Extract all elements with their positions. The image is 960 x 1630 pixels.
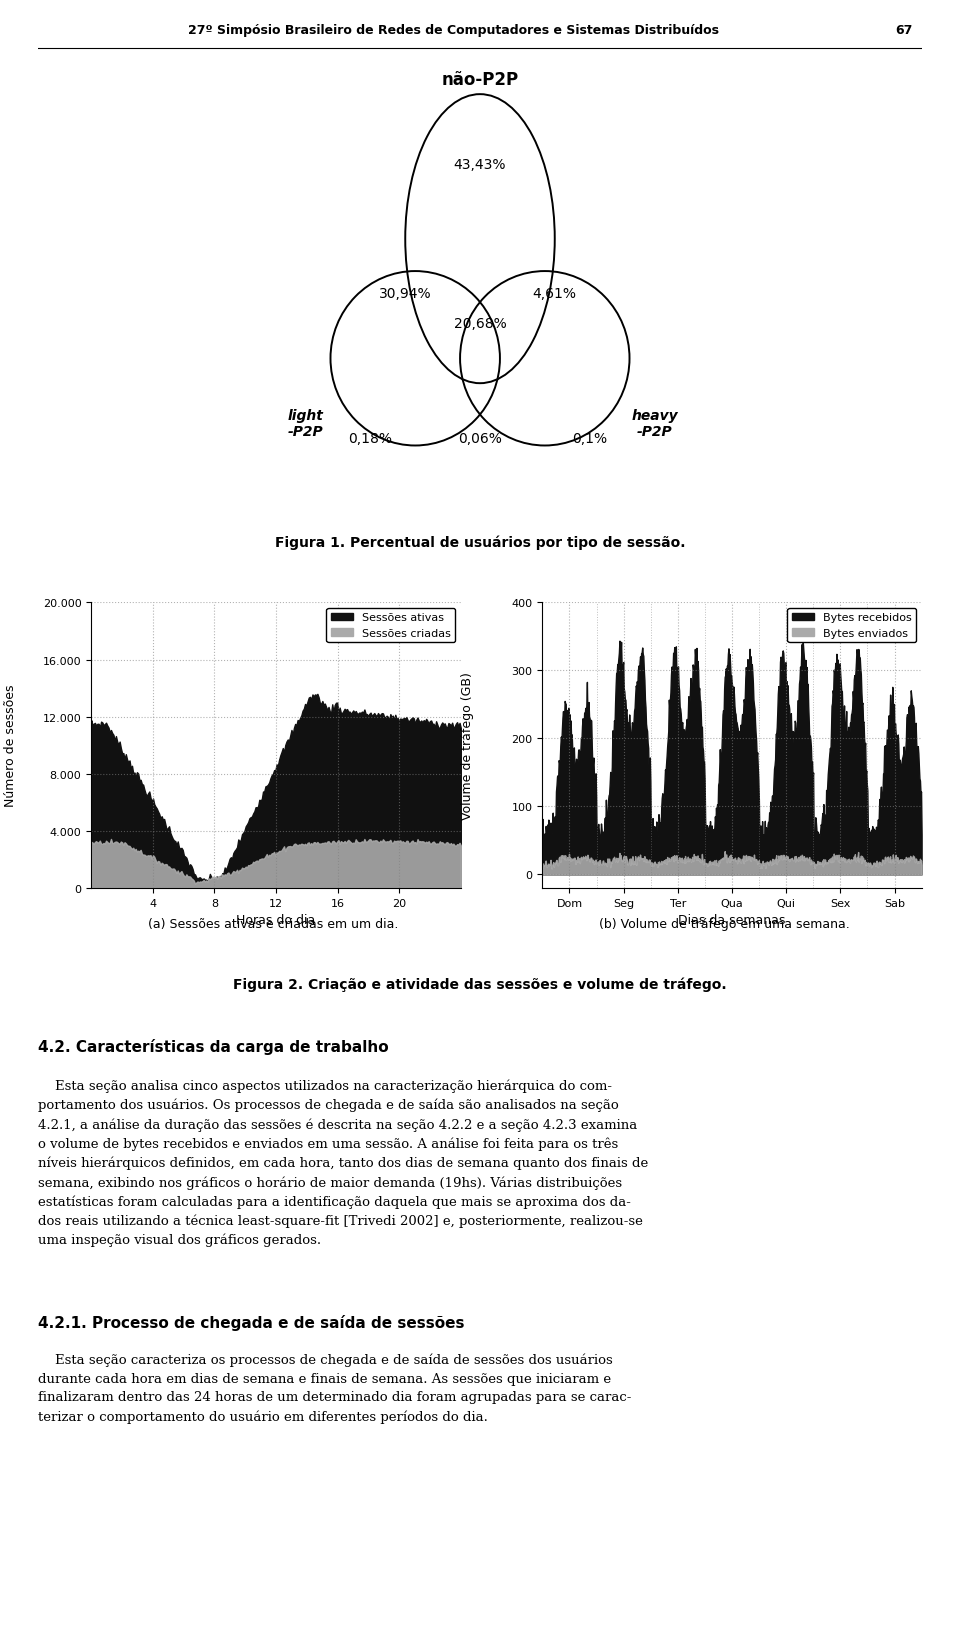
Text: 43,43%: 43,43% [454, 158, 506, 171]
Text: 27º Simpósio Brasileiro de Redes de Computadores e Sistemas Distribuídos: 27º Simpósio Brasileiro de Redes de Comp… [188, 24, 719, 36]
Text: heavy
-P2P: heavy -P2P [631, 409, 678, 438]
Text: 30,94%: 30,94% [379, 287, 432, 302]
Y-axis label: Volume de tráfego (GB): Volume de tráfego (GB) [461, 672, 474, 820]
Text: light
-P2P: light -P2P [288, 409, 324, 438]
X-axis label: Dias da semanas: Dias da semanas [679, 913, 785, 926]
Text: 67: 67 [896, 24, 913, 36]
Text: 4,61%: 4,61% [533, 287, 577, 302]
Text: 20,68%: 20,68% [454, 318, 506, 331]
Text: 0,18%: 0,18% [348, 432, 393, 445]
Text: Figura 1. Percentual de usuários por tipo de sessão.: Figura 1. Percentual de usuários por tip… [275, 535, 685, 549]
Text: (a) Sessões ativas e criadas em um dia.: (a) Sessões ativas e criadas em um dia. [149, 918, 398, 931]
Legend: Sessões ativas, Sessões criadas: Sessões ativas, Sessões criadas [326, 608, 455, 644]
Text: 0,06%: 0,06% [458, 432, 502, 445]
Text: Esta seção caracteriza os processos de chegada e de saída de sessões dos usuário: Esta seção caracteriza os processos de c… [38, 1353, 632, 1423]
Legend: Bytes recebidos, Bytes enviados: Bytes recebidos, Bytes enviados [787, 608, 916, 644]
Text: 0,1%: 0,1% [572, 432, 608, 445]
Text: (b) Volume de tráfego em uma semana.: (b) Volume de tráfego em uma semana. [599, 918, 851, 931]
Text: 4.2.1. Processo de chegada e de saída de sessões: 4.2.1. Processo de chegada e de saída de… [38, 1314, 465, 1330]
Text: 4.2. Características da carga de trabalho: 4.2. Características da carga de trabalh… [38, 1038, 389, 1055]
Text: não-P2P: não-P2P [442, 72, 518, 90]
Text: Figura 2. Criação e atividade das sessões e volume de tráfego.: Figura 2. Criação e atividade das sessõe… [233, 978, 727, 991]
Text: Esta seção analisa cinco aspectos utilizados na caracterização hierárquica do co: Esta seção analisa cinco aspectos utiliz… [38, 1079, 649, 1247]
X-axis label: Horas do dia: Horas do dia [236, 913, 316, 926]
Y-axis label: Número de sessões: Número de sessões [4, 685, 17, 807]
